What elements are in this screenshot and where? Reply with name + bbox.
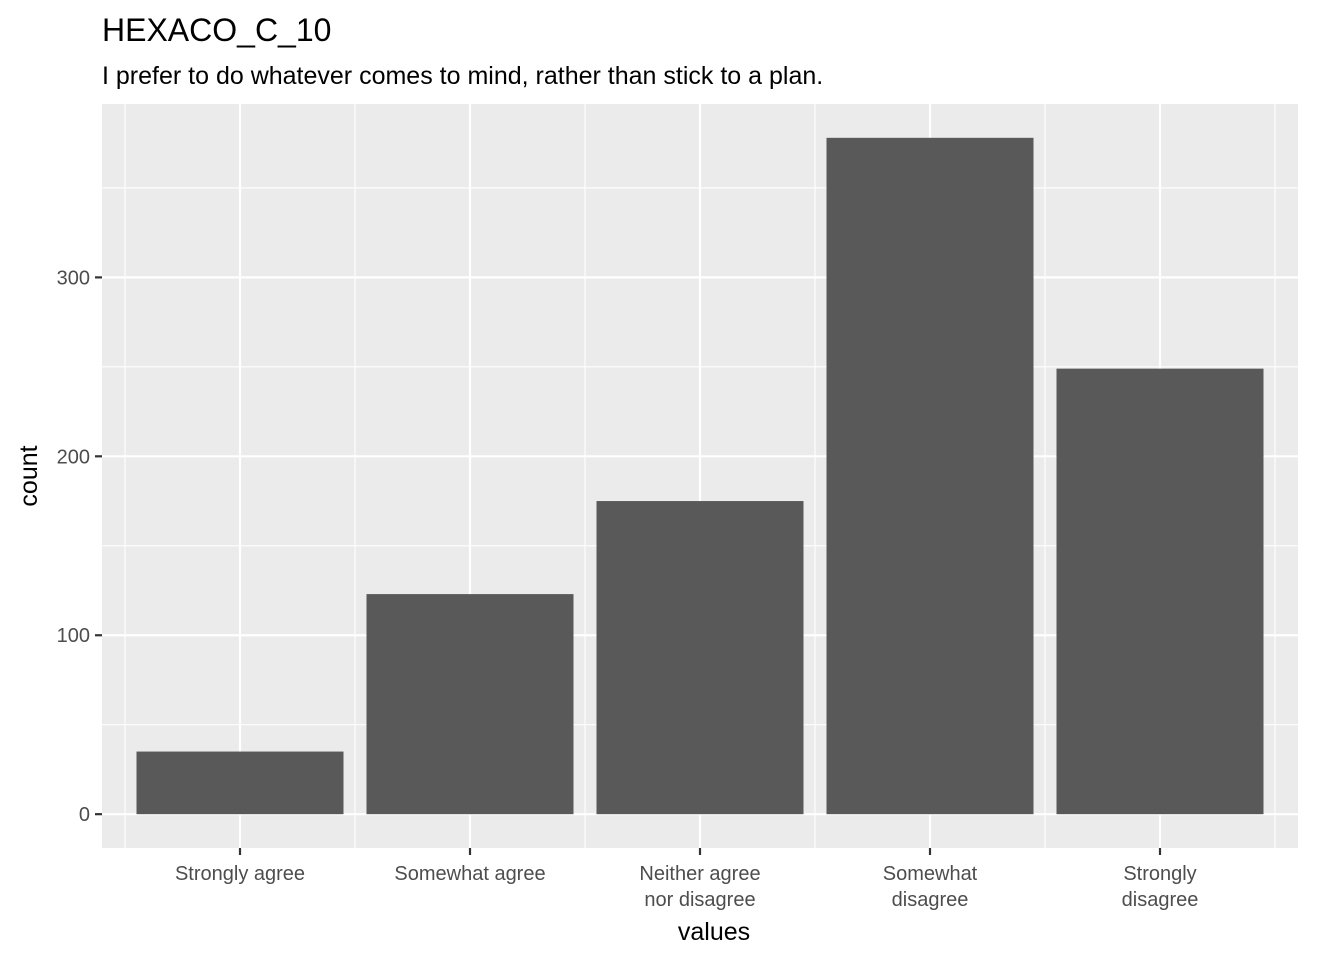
y-tick-label: 100 [57,625,90,647]
y-tick-label: 0 [79,804,90,826]
x-axis-title: values [678,918,750,946]
bar [136,751,344,815]
bar [366,594,574,815]
x-tick-label: Neither agree nor disagree [639,863,760,911]
x-tick-label: Somewhat agree [394,863,545,885]
x-tick-label: Strongly disagree [1122,863,1199,911]
chart-subtitle: I prefer to do whatever comes to mind, r… [102,62,823,90]
y-axis-title: count [15,445,43,506]
x-tick-label: Strongly agree [175,863,305,885]
y-tick-label: 200 [57,446,90,468]
bar [826,137,1034,815]
chart-title: HEXACO_C_10 [102,12,331,48]
y-tick-label: 300 [57,267,90,289]
bar [596,501,804,815]
x-tick-label: Somewhat disagree [883,863,978,911]
bar [1056,368,1264,815]
axis-ticks: 0 100 200 300 Strongly agree Somewhat agree Ne… [57,267,1199,911]
bars [136,137,1264,815]
